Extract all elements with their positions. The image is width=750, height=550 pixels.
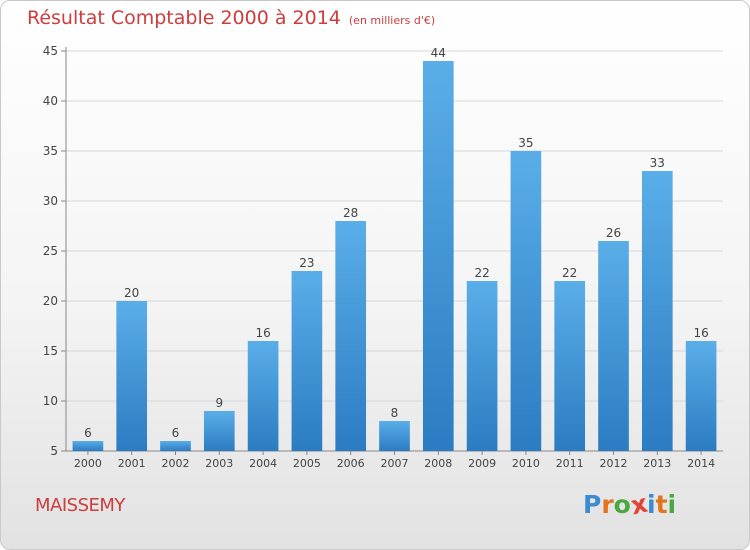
x-tick-label: 2010 [512,457,540,470]
bar-2008 [422,61,454,451]
x-tick-label: 2007 [381,457,409,470]
data-label: 16 [255,326,270,340]
y-tick-label: 40 [43,94,58,108]
bar-2002 [160,441,191,451]
x-tick-label: 2012 [600,457,628,470]
data-label: 23 [299,256,314,270]
logo-letter: t [655,490,668,519]
chart-title-block: Résultat Comptable 2000 à 2014 (en millie… [27,7,435,29]
logo-letter: r [601,490,614,519]
data-label: 33 [650,156,665,170]
x-tick-label: 2011 [556,457,584,470]
data-label: 6 [172,426,180,440]
data-label: 35 [518,136,533,150]
data-label: 8 [391,406,399,420]
y-tick-label: 5 [50,444,58,458]
x-tick-label: 2006 [337,457,365,470]
x-tick-label: 2004 [249,457,277,470]
y-tick-label: 35 [43,144,58,158]
chart-title: Résultat Comptable 2000 à 2014 [27,7,341,29]
y-tick-label: 20 [43,294,58,308]
bar-2003 [203,411,235,451]
commune-name: MAISSEMY [35,495,125,516]
data-label: 22 [474,266,489,280]
data-label: 9 [215,396,223,410]
x-tick-label: 2001 [118,457,146,470]
y-tick-label: 15 [43,344,58,358]
bar-2009 [466,281,498,451]
data-label: 26 [606,226,621,240]
bar-2010 [510,151,542,451]
x-tick-label: 2003 [205,457,233,470]
bar-2013 [641,171,673,451]
bar-2006 [335,221,367,451]
y-tick-label: 45 [43,44,58,58]
logo-letter: i [647,490,656,519]
data-label: 44 [431,46,446,60]
logo-letter: i [667,490,677,519]
bar-2012 [598,241,629,451]
bar-2004 [247,341,279,451]
data-label: 28 [343,206,358,220]
data-label: 20 [124,286,139,300]
x-tick-label: 2005 [293,457,321,470]
x-tick-label: 2013 [643,457,671,470]
y-tick-label: 25 [43,244,58,258]
data-label: 16 [693,326,708,340]
data-label: 6 [84,426,92,440]
y-tick-label: 30 [43,194,58,208]
bar-2007 [379,421,410,451]
x-tick-label: 2009 [468,457,496,470]
x-tick-label: 2002 [162,457,190,470]
chart-subtitle: (en milliers d'€) [348,14,436,27]
x-tick-label: 2008 [424,457,452,470]
bar-2014 [685,341,717,451]
proxiti-logo[interactable]: Proxiti [583,489,677,521]
bar-2005 [291,271,323,451]
data-label: 22 [562,266,577,280]
bar-2000 [72,441,104,451]
x-tick-label: 2014 [687,457,715,470]
bar-2011 [554,281,586,451]
y-tick-label: 10 [43,394,58,408]
x-tick-label: 2000 [74,457,102,470]
logo-letter: o [613,490,631,519]
logo-letter: P [583,490,602,519]
bar-2001 [116,301,148,451]
